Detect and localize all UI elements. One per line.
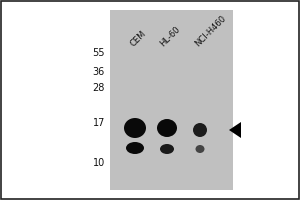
Text: 28: 28 [93,83,105,93]
Text: CEM: CEM [129,29,148,48]
Ellipse shape [157,119,177,137]
Ellipse shape [193,123,207,137]
Ellipse shape [196,145,205,153]
Bar [110,10,233,190]
Ellipse shape [124,118,146,138]
Text: 10: 10 [93,158,105,168]
Polygon shape [229,122,241,138]
Text: NCI-H460: NCI-H460 [194,13,228,48]
Ellipse shape [160,144,174,154]
Text: HL-60: HL-60 [159,24,182,48]
Ellipse shape [126,142,144,154]
Text: 36: 36 [93,67,105,77]
Text: 55: 55 [92,48,105,58]
Text: 17: 17 [93,118,105,128]
